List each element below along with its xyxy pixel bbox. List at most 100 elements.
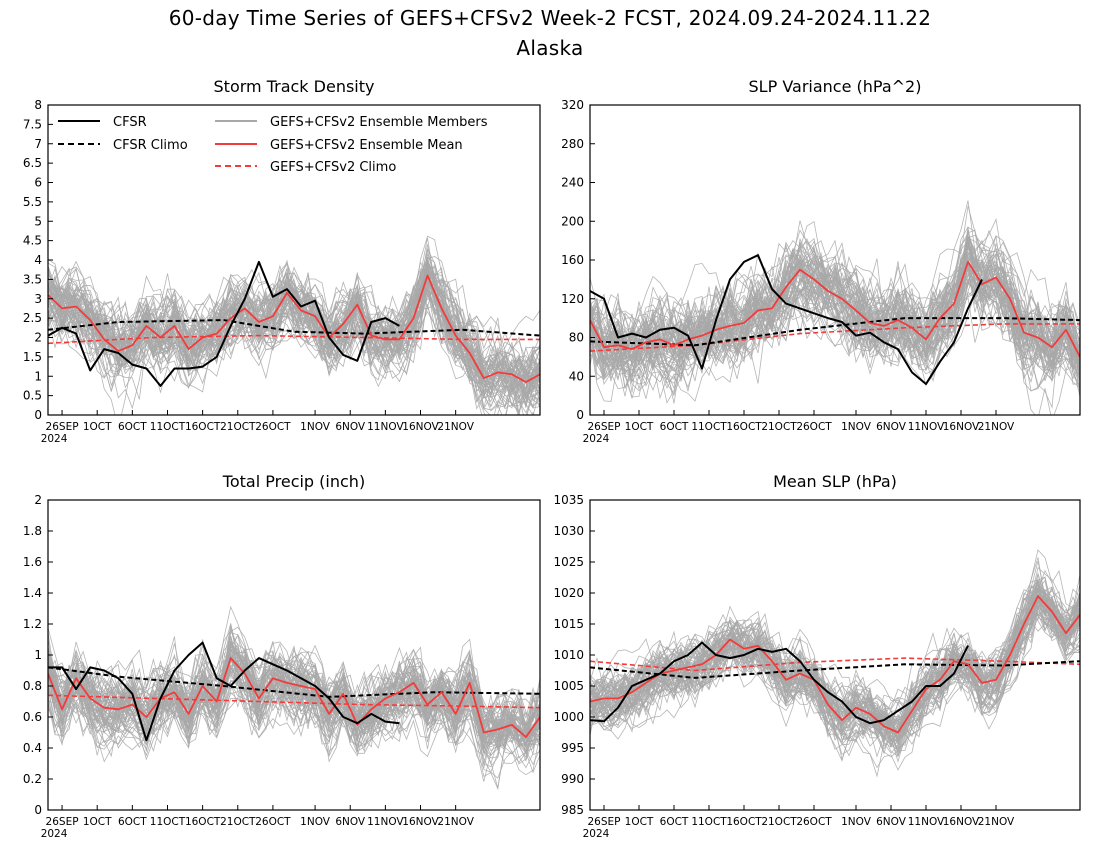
y-tick-label: 1030 [553, 524, 584, 538]
member-line [48, 654, 540, 789]
y-tick-label: 7.5 [23, 117, 42, 131]
member-line [590, 248, 1080, 402]
series-gefs-cfsv2-ensemble-mean [48, 274, 540, 384]
series-lines [590, 595, 1080, 734]
member-line [48, 263, 540, 387]
member-line [590, 254, 1080, 368]
member-line [48, 283, 540, 403]
member-line [48, 268, 540, 408]
x-tick-label: 1OCT [625, 816, 654, 828]
member-line [590, 235, 1080, 379]
x-tick-label: 6OCT [118, 816, 147, 828]
member-line [590, 593, 1080, 732]
x-tick-label: 1NOV [841, 816, 872, 828]
x-year-label: 2024 [41, 433, 68, 445]
x-tick-label: 11NOV [367, 421, 404, 433]
x-tick-label: 6OCT [660, 816, 689, 828]
member-line [590, 205, 1080, 415]
y-tick-label: 2.5 [23, 311, 42, 325]
member-line [48, 645, 540, 749]
member-line [590, 566, 1080, 758]
x-tick-label: 6OCT [660, 421, 689, 433]
x-tick-label: 21NOV [978, 421, 1015, 433]
member-line [48, 260, 540, 410]
legend: CFSR CFSR Climo GEFS+CFSv2 Ensemble Member… [58, 115, 488, 175]
series-cfsr [48, 260, 400, 387]
x-tick-label: 16OCT [185, 816, 221, 828]
x-tick-label: 26OCT [796, 421, 832, 433]
series-cfsr-climo [590, 317, 1080, 347]
member-line [590, 574, 1080, 744]
y-tick-label: 0.6 [23, 710, 42, 724]
member-line [590, 241, 1080, 392]
series-cfsr [590, 254, 983, 385]
panel-title: SLP Variance (hPa^2) [749, 77, 922, 96]
legend-cfsr-label: CFSR [113, 115, 147, 130]
x-tick-label: 11NOV [367, 816, 404, 828]
y-tick-label: 1.6 [23, 555, 42, 569]
y-tick-label: 80 [569, 331, 584, 345]
y-tick-label: 6.5 [23, 156, 42, 170]
y-tick-label: 1.2 [23, 617, 42, 631]
figure-title: 60-day Time Series of GEFS+CFSv2 Week-2 … [169, 6, 932, 30]
panel-2: SLP Variance (hPa^2) 0 40 80 120 160 200 240 280… [561, 77, 1081, 445]
x-tick-label: 26OCT [255, 421, 291, 433]
y-tick-label: 995 [561, 741, 584, 755]
member-line [590, 557, 1080, 763]
y-tick-label: 1000 [553, 710, 584, 724]
y-tick-label: 0.2 [23, 772, 42, 786]
panels: Storm Track Density 0 0.5 1 1.5 2 2.5 3 3.5 4 4.5 5… [23, 77, 1081, 840]
x-tick-label: 11NOV [908, 816, 945, 828]
legend-members-label: GEFS+CFSv2 Ensemble Members [270, 115, 488, 130]
member-line [590, 254, 1080, 382]
y-tick-label: 160 [561, 253, 584, 267]
x-tick-label: 6NOV [335, 421, 366, 433]
y-tick-label: 0 [34, 803, 42, 817]
x-tick-label: 26SEP [46, 421, 79, 433]
x-tick-label: 21OCT [220, 816, 256, 828]
series-cfsr-climo [48, 666, 540, 698]
x-tick-label: 11OCT [150, 421, 186, 433]
x-tick-label: 16OCT [726, 816, 762, 828]
x-tick-label: 21NOV [437, 421, 474, 433]
y-tick-label: 1.8 [23, 524, 42, 538]
x-tick-label: 6OCT [118, 421, 147, 433]
y-tick-label: 985 [561, 803, 584, 817]
y-tick-label: 990 [561, 772, 584, 786]
member-line [48, 276, 540, 378]
series-cfsr [590, 641, 969, 725]
y-tick-label: 120 [561, 292, 584, 306]
y-tick-label: 1035 [553, 493, 584, 507]
x-tick-label: 6NOV [335, 816, 366, 828]
series-lines [590, 254, 1080, 385]
series-cfsr-climo [590, 660, 1080, 679]
y-tick-label: 0 [34, 408, 42, 422]
y-tick-label: 3.5 [23, 272, 42, 286]
y-tick-label: 5.5 [23, 195, 42, 209]
y-tick-label: 0 [576, 408, 584, 422]
x-tick-label: 16NOV [402, 421, 439, 433]
ensemble-members [590, 200, 1080, 415]
y-tick-label: 6 [34, 176, 42, 190]
panel-title: Mean SLP (hPa) [773, 472, 897, 491]
x-tick-label: 11OCT [691, 816, 727, 828]
x-tick-label: 1NOV [300, 816, 331, 828]
y-tick-label: 1.4 [23, 586, 42, 600]
member-line [48, 652, 540, 747]
x-year-label: 2024 [41, 828, 68, 840]
y-tick-label: 4 [34, 253, 42, 267]
member-line [48, 646, 540, 767]
y-tick-label: 8 [34, 98, 42, 112]
member-line [590, 245, 1080, 380]
x-tick-label: 26SEP [588, 421, 621, 433]
member-line [590, 266, 1080, 378]
x-tick-label: 26SEP [46, 816, 79, 828]
x-tick-label: 21OCT [761, 421, 797, 433]
legend-cfsr-climo-label: CFSR Climo [113, 138, 188, 153]
y-tick-label: 240 [561, 176, 584, 190]
member-line [590, 241, 1080, 395]
x-tick-label: 6NOV [876, 816, 907, 828]
x-tick-label: 26SEP [588, 816, 621, 828]
y-tick-label: 1020 [553, 586, 584, 600]
legend-ens-mean-label: GEFS+CFSv2 Ensemble Mean [270, 138, 463, 153]
